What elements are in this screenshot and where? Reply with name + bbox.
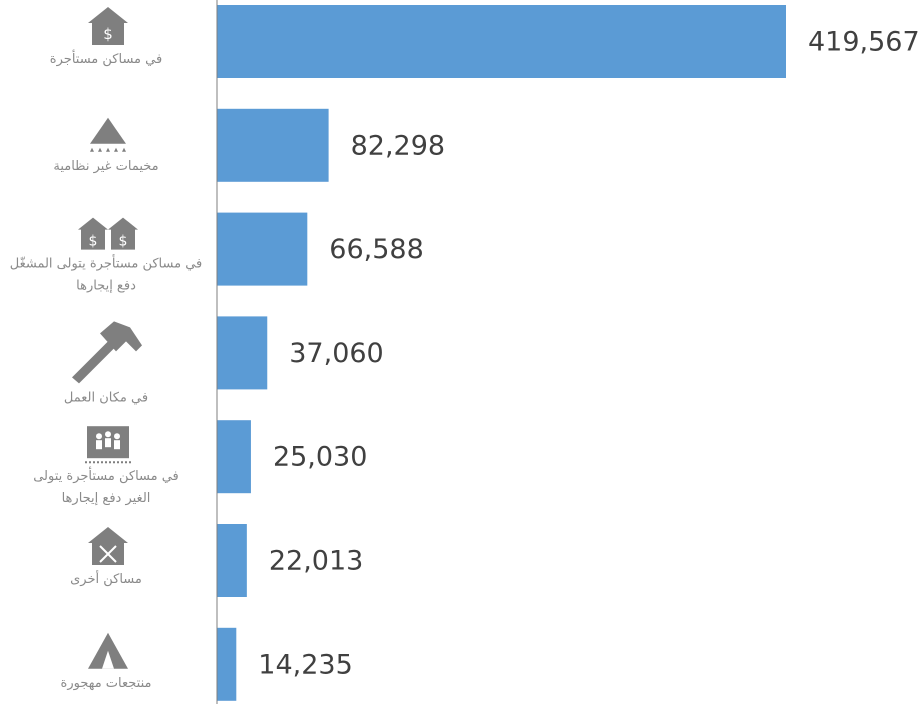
category-label: في مساكن مستأجرة	[50, 49, 162, 67]
bar	[217, 420, 251, 494]
icon-shape	[90, 117, 126, 144]
icon-shape	[105, 431, 111, 438]
icon-shape	[114, 433, 120, 440]
camp-tent-icon	[90, 117, 126, 152]
icon-shape	[96, 440, 102, 450]
icon-shape	[105, 438, 111, 448]
icon-shape	[96, 433, 102, 440]
icon-shape	[102, 650, 114, 669]
icon-shape	[99, 545, 117, 563]
icon-glyph: $	[89, 234, 98, 250]
icon-shape	[90, 147, 94, 152]
icon-shape	[106, 147, 110, 152]
bar	[217, 212, 308, 286]
icon-shape	[114, 440, 120, 450]
bar	[217, 524, 247, 597]
category-label: مساكن أخرى	[70, 570, 142, 587]
category-label: دفع إيجارها	[76, 279, 136, 294]
category-label: في مساكن مستأجرة يتولى المشغّل	[10, 254, 203, 272]
category-label: في مساكن مستأجرة يتولى	[33, 466, 179, 484]
house-dollar-icon: $	[88, 7, 128, 45]
group-shelter-icon	[85, 426, 131, 464]
icon-shape	[100, 321, 142, 352]
icon-shape	[108, 217, 138, 250]
category-label: منتجعات مهجورة	[61, 676, 152, 691]
data-label: 82,298	[351, 130, 445, 161]
icon-shape	[114, 147, 118, 152]
category-label: في مكان العمل	[64, 390, 148, 405]
icon-shape	[88, 7, 128, 45]
data-label: 22,013	[269, 546, 363, 577]
icon-shape	[78, 217, 108, 250]
icon-shape	[72, 341, 115, 384]
hammer-icon	[72, 321, 142, 384]
category-label: الغير دفع إيجارها	[62, 491, 151, 506]
data-label: 419,567	[808, 27, 920, 58]
data-label: 25,030	[273, 442, 367, 473]
house-x-icon	[88, 527, 128, 565]
bar	[217, 316, 268, 390]
double-house-dollar-icon: $ $	[78, 217, 138, 250]
icon-glyph: $	[103, 25, 113, 43]
data-label: 37,060	[289, 338, 383, 369]
bar	[217, 5, 786, 78]
data-label: 66,588	[329, 234, 423, 265]
category-label: مخيمات غير نظامية	[53, 159, 158, 174]
icon-shape	[122, 147, 126, 152]
bar	[217, 108, 329, 182]
bar	[217, 627, 237, 701]
icon-shape	[98, 147, 102, 152]
data-label: 14,235	[258, 649, 352, 680]
tent-icon	[88, 632, 128, 669]
plot-area: 419,567 $ في مساكن مستأجرة 82,298 مخيمات غير…	[10, 0, 920, 704]
icon-glyph: $	[119, 234, 128, 250]
icon-shape	[88, 527, 128, 565]
